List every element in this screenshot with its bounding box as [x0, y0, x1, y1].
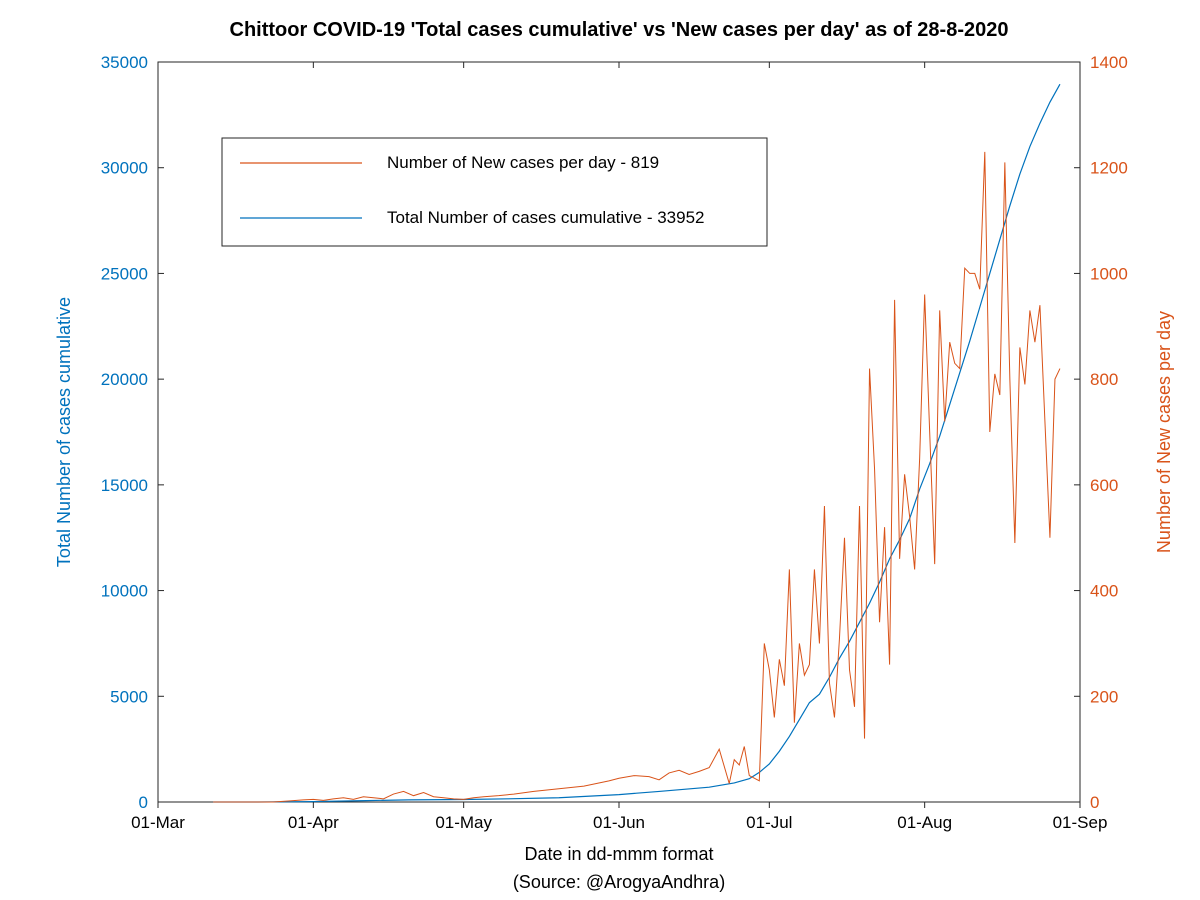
series-newcases-line	[213, 152, 1060, 802]
x-tick-label: 01-Sep	[1053, 813, 1108, 832]
chart-title: Chittoor COVID-19 'Total cases cumulativ…	[230, 19, 1009, 41]
x-tick-label: 01-Apr	[288, 813, 339, 832]
x-axis-sublabel: (Source: @ArogyaAndhra)	[513, 872, 725, 892]
y-right-tick-label: 400	[1090, 582, 1118, 601]
y-left-tick-label: 35000	[101, 53, 148, 72]
y-left-tick-label: 30000	[101, 159, 148, 178]
dual-axis-line-chart: Chittoor COVID-19 'Total cases cumulativ…	[0, 0, 1200, 900]
y-right-tick-label: 1200	[1090, 159, 1128, 178]
y-right-tick-label: 1400	[1090, 53, 1128, 72]
y-right-tick-label: 0	[1090, 793, 1099, 812]
y-right-axis-label: Number of New cases per day	[1154, 311, 1174, 553]
y-right-tick-label: 600	[1090, 476, 1118, 495]
chart-container: Chittoor COVID-19 'Total cases cumulativ…	[0, 0, 1200, 900]
x-tick-label: 01-Jul	[746, 813, 792, 832]
x-tick-label: 01-Aug	[897, 813, 952, 832]
y-left-tick-label: 20000	[101, 370, 148, 389]
y-left-axis-label: Total Number of cases cumulative	[54, 297, 74, 567]
x-tick-label: 01-Jun	[593, 813, 645, 832]
y-right-tick-label: 800	[1090, 370, 1118, 389]
y-left-tick-label: 25000	[101, 264, 148, 283]
legend-item-label: Number of New cases per day - 819	[387, 153, 659, 172]
y-right-tick-label: 200	[1090, 687, 1118, 706]
x-axis-label: Date in dd-mmm format	[524, 844, 713, 864]
y-left-tick-label: 10000	[101, 582, 148, 601]
x-tick-label: 01-Mar	[131, 813, 185, 832]
x-tick-label: 01-May	[435, 813, 492, 832]
y-left-tick-label: 0	[139, 793, 148, 812]
y-right-tick-label: 1000	[1090, 264, 1128, 283]
legend-item-label: Total Number of cases cumulative - 33952	[387, 208, 705, 227]
y-left-tick-label: 5000	[110, 687, 148, 706]
y-left-tick-label: 15000	[101, 476, 148, 495]
